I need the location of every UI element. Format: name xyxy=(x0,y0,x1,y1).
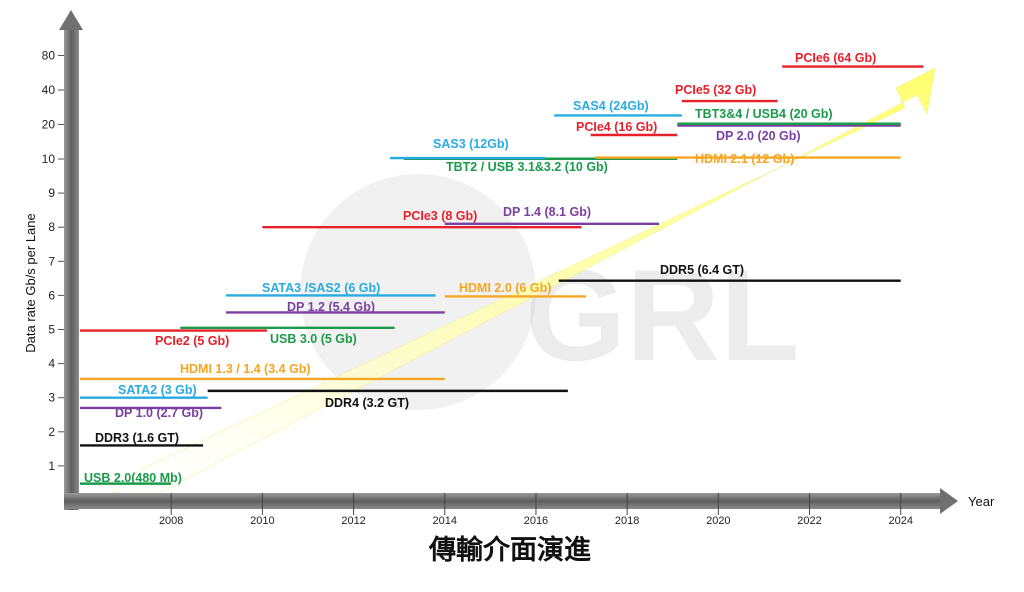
y-axis-title: Data rate Gb/s per Lane xyxy=(23,213,38,352)
series-label: HDMI 2.0 (6 Gb) xyxy=(459,281,551,295)
series-label: USB 2.0(480 Mb) xyxy=(84,471,182,485)
y-tick-label: 4 xyxy=(48,357,55,371)
x-tick-label: 2012 xyxy=(341,515,365,527)
y-tick-label: 2 xyxy=(48,425,55,439)
series-label: PCIe3 (8 Gb) xyxy=(403,209,477,223)
series-label: DP 2.0 (20 Gb) xyxy=(716,129,801,143)
y-tick-label: 6 xyxy=(48,288,55,302)
series-label: PCIe2 (5 Gb) xyxy=(155,334,229,348)
y-axis-arrowhead xyxy=(59,10,83,30)
x-tick-label: 2016 xyxy=(524,515,548,527)
y-tick-label: 40 xyxy=(42,83,56,97)
x-axis-arrowhead xyxy=(940,488,958,514)
y-tick-label: 20 xyxy=(42,118,56,132)
x-tick-label: 2020 xyxy=(706,515,730,527)
series-label: DP 1.0 (2.7 Gb) xyxy=(115,406,203,420)
x-tick-label: 2024 xyxy=(888,515,912,527)
series-label: DDR5 (6.4 GT) xyxy=(660,263,744,277)
y-tick-label: 10 xyxy=(42,152,56,166)
series-label: TBT3&4 / USB4 (20 Gb) xyxy=(695,107,833,121)
series-label: DDR3 (1.6 GT) xyxy=(95,431,179,445)
series-label: HDMI 1.3 / 1.4 (3.4 Gb) xyxy=(180,362,311,376)
x-axis-bar xyxy=(64,493,942,509)
y-axis-bar xyxy=(64,28,79,510)
x-tick-label: 2018 xyxy=(615,515,639,527)
series-label: HDMI 2.1 (12 Gb) xyxy=(695,152,794,166)
y-tick-label: 1 xyxy=(48,459,55,473)
y-ticks: 1 2 3 4 5 6 7 8 9 10 20 40 80 xyxy=(42,49,64,473)
x-tick-label: 2014 xyxy=(433,515,457,527)
x-tick-label: 2008 xyxy=(159,515,183,527)
series-label: PCIe5 (32 Gb) xyxy=(675,83,756,97)
watermark-circle xyxy=(300,174,536,410)
series-label: SAS4 (24Gb) xyxy=(573,99,649,113)
series-label: USB 3.0 (5 Gb) xyxy=(270,332,357,346)
x-tick-label: 2022 xyxy=(797,515,821,527)
series-label: PCIe6 (64 Gb) xyxy=(795,51,876,65)
x-tick-label: 2010 xyxy=(250,515,274,527)
series-label: SAS3 (12Gb) xyxy=(433,137,509,151)
y-tick-label: 7 xyxy=(48,254,55,268)
chart-caption: 傳輸介面演進 xyxy=(428,534,591,566)
series-label: PCIe4 (16 Gb) xyxy=(576,120,657,134)
y-axis: 1 2 3 4 5 6 7 8 9 10 20 40 80 xyxy=(42,10,83,510)
y-tick-label: 5 xyxy=(48,323,55,337)
y-tick-label: 8 xyxy=(48,220,55,234)
series-label: SATA3 /SAS2 (6 Gb) xyxy=(262,281,380,295)
y-tick-label: 3 xyxy=(48,391,55,405)
series-label: TBT2 / USB 3.1&3.2 (10 Gb) xyxy=(446,160,608,174)
series-label: SATA2 (3 Gb) xyxy=(118,383,197,397)
x-axis-title: Year xyxy=(968,494,995,509)
y-tick-label: 9 xyxy=(48,186,55,200)
x-axis: 2008 2010 2012 2014 2016 2018 2020 2022 2024 xyxy=(64,488,958,527)
series-label: DDR4 (3.2 GT) xyxy=(325,396,409,410)
watermark: GRL xyxy=(300,174,799,410)
series-label: DP 1.4 (8.1 Gb) xyxy=(503,205,591,219)
y-tick-label: 80 xyxy=(42,49,56,63)
series-lines: USB 2.0(480 Mb) DDR3 (1.6 GT) DP 1.0 (2.7 … xyxy=(80,51,924,485)
x-ticks: 2008 2010 2012 2014 2016 2018 2020 2022 2024 xyxy=(159,493,913,527)
series-label: DP 1.2 (5.4 Gb) xyxy=(287,300,375,314)
